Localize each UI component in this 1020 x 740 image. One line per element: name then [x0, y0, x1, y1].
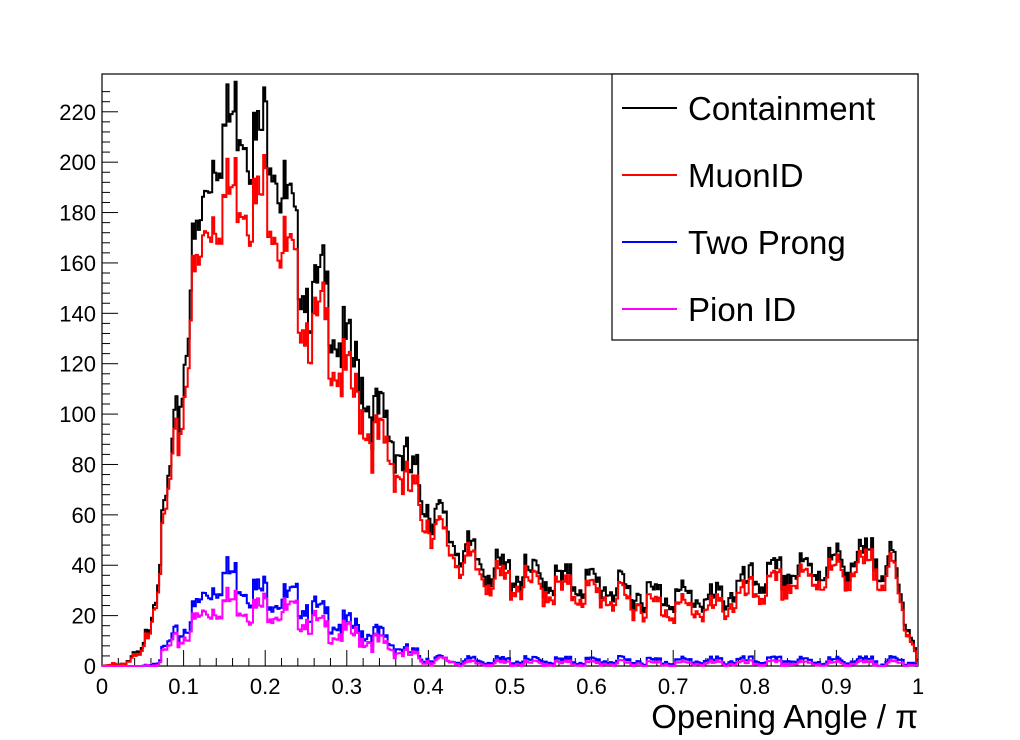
y-tick-label: 120: [59, 352, 96, 377]
x-tick-label: 0: [96, 674, 108, 699]
y-tick-label: 140: [59, 301, 96, 326]
legend: Containment MuonID Two Prong Pion ID: [611, 73, 919, 341]
legend-label: Containment: [688, 90, 875, 127]
series-line-pion-id: [102, 586, 918, 667]
legend-label: Two Prong: [688, 224, 846, 261]
y-tick-label: 60: [72, 503, 96, 528]
series-line-muonid: [102, 154, 918, 667]
x-tick-label: 1: [912, 674, 924, 699]
series-layer: [102, 80, 918, 667]
y-tick-label: 100: [59, 402, 96, 427]
series-line-two-prong: [102, 556, 918, 667]
y-tick-label: 40: [72, 553, 96, 578]
x-tick-label: 0.2: [250, 674, 281, 699]
x-tick-label: 0.5: [495, 674, 526, 699]
legend-box: [611, 73, 919, 341]
y-tick-label: 220: [59, 100, 96, 125]
x-tick-label: 0.7: [658, 674, 689, 699]
y-tick-label: 0: [84, 654, 96, 679]
legend-label: Pion ID: [688, 291, 796, 328]
y-tick-label: 80: [72, 452, 96, 477]
y-tick-label: 20: [72, 604, 96, 629]
x-tick-label: 0.3: [332, 674, 363, 699]
y-tick-label: 160: [59, 251, 96, 276]
x-tick-label: 0.1: [168, 674, 199, 699]
legend-entries: Containment MuonID Two Prong Pion ID: [622, 90, 875, 328]
x-tick-label: 0.6: [576, 674, 607, 699]
x-tick-label: 0.9: [821, 674, 852, 699]
tick-labels: 0 0.1 0.2 0.3 0.4 0.5 0.6 0.7 0.8 0.9 1 0 20 40 60 80 10…: [59, 100, 924, 699]
x-tick-label: 0.4: [413, 674, 444, 699]
y-tick-label: 200: [59, 150, 96, 175]
y-tick-label: 180: [59, 201, 96, 226]
x-axis-title: Opening Angle / π: [651, 698, 918, 735]
legend-label: MuonID: [688, 157, 804, 194]
x-tick-label: 0.8: [740, 674, 771, 699]
